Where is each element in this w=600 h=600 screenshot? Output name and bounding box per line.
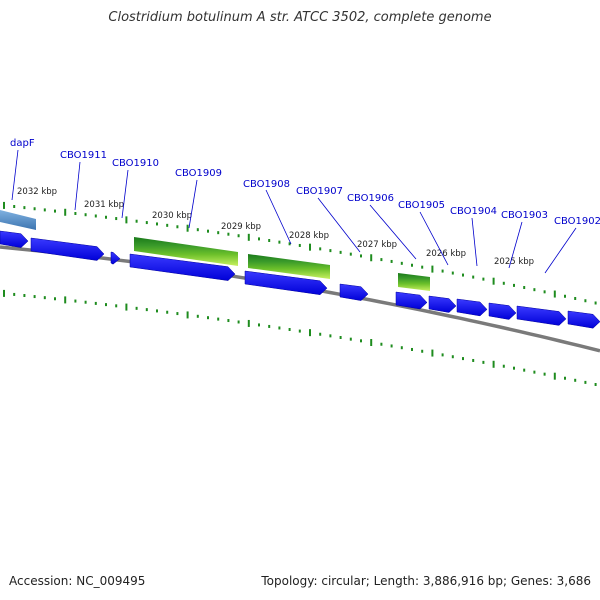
scale-label: 2025 kbp (494, 257, 534, 267)
gene-arrow (567, 310, 600, 329)
label-leader (508, 221, 523, 269)
label-leader (188, 179, 198, 229)
gene-arrow (0, 230, 29, 248)
gene-arrow (488, 302, 517, 320)
gene-feature-green (398, 273, 430, 291)
gene-label: CBO1910 (112, 158, 159, 169)
label-leader (11, 149, 19, 201)
gene-arrow (110, 251, 121, 265)
gene-arrow (516, 305, 567, 326)
gene-label: CBO1903 (501, 210, 548, 221)
scale-label: 2026 kbp (426, 249, 466, 259)
label-leader (121, 169, 129, 219)
gene-label: CBO1904 (450, 206, 497, 217)
gene-label: CBO1907 (296, 186, 343, 197)
scale-label: 2029 kbp (221, 222, 261, 232)
label-leader (369, 204, 417, 260)
scale-label: 2031 kbp (84, 200, 124, 210)
gene-label: CBO1906 (347, 193, 394, 204)
gene-label: CBO1908 (243, 179, 290, 190)
topology-text: Topology: circular; Length: 3,886,916 bp… (261, 574, 591, 588)
label-leader (317, 197, 361, 253)
gene-feature-green (248, 254, 330, 279)
scale-label: 2028 kbp (289, 231, 329, 241)
gene-arrow (339, 283, 369, 301)
gene-arrow (129, 253, 236, 281)
label-leader (74, 161, 81, 211)
gene-arrow (0, 210, 36, 230)
label-leader (471, 217, 478, 267)
scale-label: 2027 kbp (357, 240, 397, 250)
scale-label: 2032 kbp (17, 187, 57, 197)
map-title: Clostridium botulinum A str. ATCC 3502, … (108, 10, 492, 25)
gene-label: CBO1905 (398, 200, 445, 211)
gene-arrow (395, 291, 428, 310)
gene-arrow (456, 298, 488, 317)
gene-feature-green (134, 237, 238, 266)
label-leader (544, 227, 577, 274)
gene-arrow (428, 295, 457, 313)
label-leader (265, 189, 292, 245)
accession-text: Accession: NC_009495 (9, 574, 146, 588)
gene-label: CBO1911 (60, 150, 107, 161)
label-leader (419, 211, 449, 266)
gene-label: CBO1902 (554, 216, 600, 227)
gene-label: dapF (10, 138, 35, 149)
gene-arrow (244, 270, 328, 295)
gene-label: CBO1909 (175, 168, 222, 179)
gene-arrow (30, 237, 105, 261)
scale-label: 2030 kbp (152, 211, 192, 221)
